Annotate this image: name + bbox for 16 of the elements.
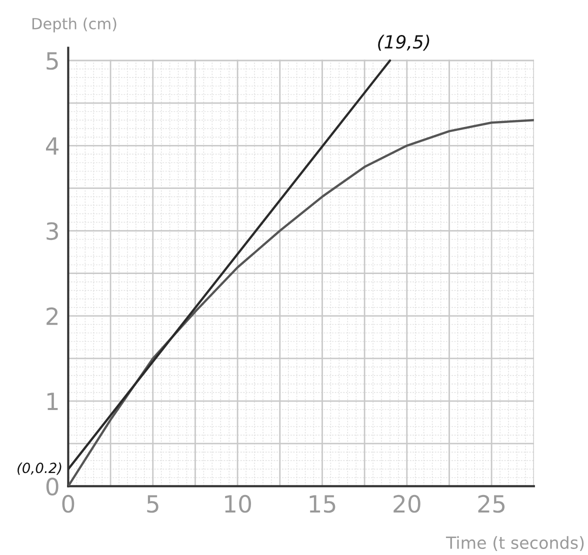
y-tick-label: 4 — [46, 137, 59, 155]
x-tick-label: 5 — [147, 495, 158, 513]
x-tick-label: 15 — [310, 495, 336, 513]
annotation: (0,0.2) — [18, 462, 62, 475]
x-tick-label: 25 — [478, 494, 505, 513]
y-tick-label: 2 — [46, 307, 58, 325]
x-tick-label: 10 — [225, 494, 252, 513]
y-tick-label: 0 — [46, 478, 58, 496]
y-tick-label: 5 — [46, 52, 58, 70]
x-tick-label: 20 — [394, 494, 420, 513]
y-tick-label: 1 — [47, 392, 58, 410]
y-tick-label: 3 — [46, 222, 58, 240]
y-axis-title: Depth (cm) — [32, 18, 116, 32]
x-axis-title: Time (t seconds) — [446, 536, 584, 551]
annotation: (19,5) — [378, 34, 430, 51]
x-tick-label: 0 — [62, 494, 74, 513]
